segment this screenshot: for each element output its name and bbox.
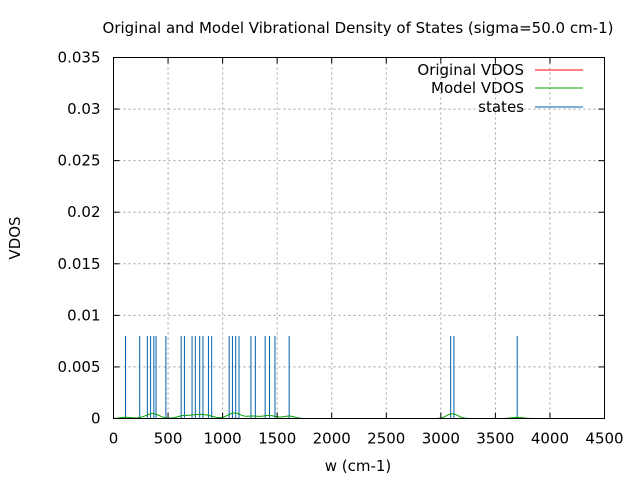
legend-item-model: Model VDOS (431, 79, 583, 97)
y-tick-label: 0 (91, 410, 101, 428)
y-tick-label: 0.005 (58, 358, 101, 376)
model-vdos-line (113, 412, 605, 419)
x-tick-label: 1000 (204, 430, 242, 448)
y-tick-label: 0.035 (58, 49, 101, 67)
legend-item-original: Original VDOS (417, 61, 583, 79)
x-axis: 0 500 1000 1500 2000 2500 3000 3500 4000 4500 (109, 57, 624, 448)
x-tick-label: 4000 (531, 430, 569, 448)
states-impulses (125, 335, 518, 419)
y-tick-label: 0.015 (58, 255, 101, 273)
x-tick-label: 0 (109, 430, 119, 448)
x-tick-label: 500 (154, 430, 183, 448)
grid (113, 57, 605, 419)
chart-title: Original and Model Vibrational Density o… (103, 19, 614, 37)
x-tick-label: 2500 (367, 430, 405, 448)
legend-label-states: states (478, 98, 524, 116)
plot-frame (113, 57, 605, 419)
x-tick-label: 3000 (422, 430, 460, 448)
y-axis: 0 0.005 0.01 0.015 0.02 0.025 0.03 0.035 (58, 49, 605, 428)
legend-item-states: states (478, 98, 583, 116)
legend: Original VDOS Model VDOS states (417, 61, 583, 116)
x-tick-label: 2000 (313, 430, 351, 448)
x-tick-label: 4500 (585, 430, 623, 448)
plot-area (113, 335, 605, 419)
y-tick-label: 0.025 (58, 152, 101, 170)
x-tick-label: 1500 (258, 430, 296, 448)
y-tick-label: 0.03 (67, 100, 100, 118)
y-axis-label: VDOS (6, 216, 24, 259)
x-tick-label: 3500 (476, 430, 514, 448)
legend-label-original: Original VDOS (417, 61, 524, 79)
y-tick-label: 0.01 (67, 306, 100, 324)
legend-label-model: Model VDOS (431, 79, 524, 97)
x-axis-label: w (cm-1) (325, 457, 392, 475)
y-tick-label: 0.02 (67, 203, 100, 221)
